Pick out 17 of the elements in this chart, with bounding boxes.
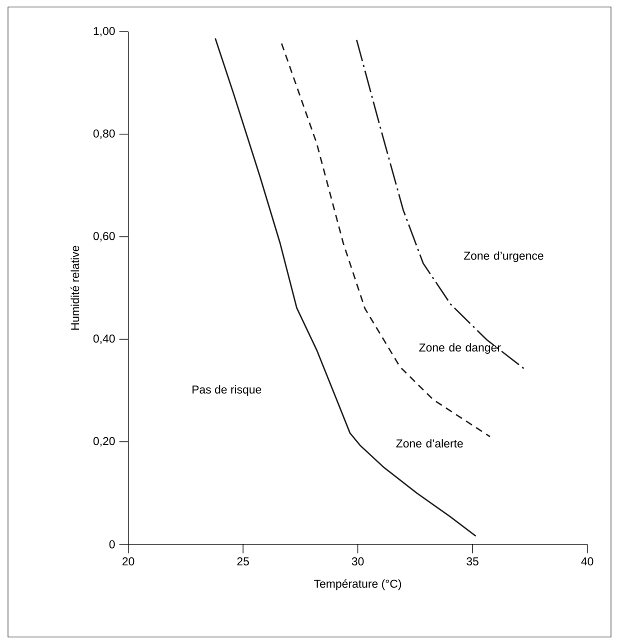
- y-tick-label: 0,80: [93, 129, 115, 139]
- y-tick-label: 0,60: [93, 232, 115, 242]
- x-tick-label: 20: [122, 557, 134, 566]
- y-tick-label: 1,00: [94, 26, 115, 36]
- annotation: Zone de danger: [419, 343, 501, 354]
- x-tick-label: 40: [581, 557, 594, 566]
- y-tick-label: 0,40: [93, 334, 115, 344]
- x-tick-label: 35: [466, 557, 478, 566]
- x-tick-label: 30: [352, 557, 364, 566]
- y-tick-label: 0: [109, 540, 115, 548]
- x-tick-label: 25: [237, 557, 249, 566]
- annotation: Zone d’alerte: [396, 439, 463, 448]
- annotation: Zone d’urgence: [464, 251, 544, 262]
- y-tick-label: 0,20: [93, 437, 115, 447]
- annotation: Pas de risque: [192, 385, 262, 396]
- y-axis-title: Humidité relative: [70, 246, 80, 330]
- x-axis-title: Température (°C): [314, 579, 402, 590]
